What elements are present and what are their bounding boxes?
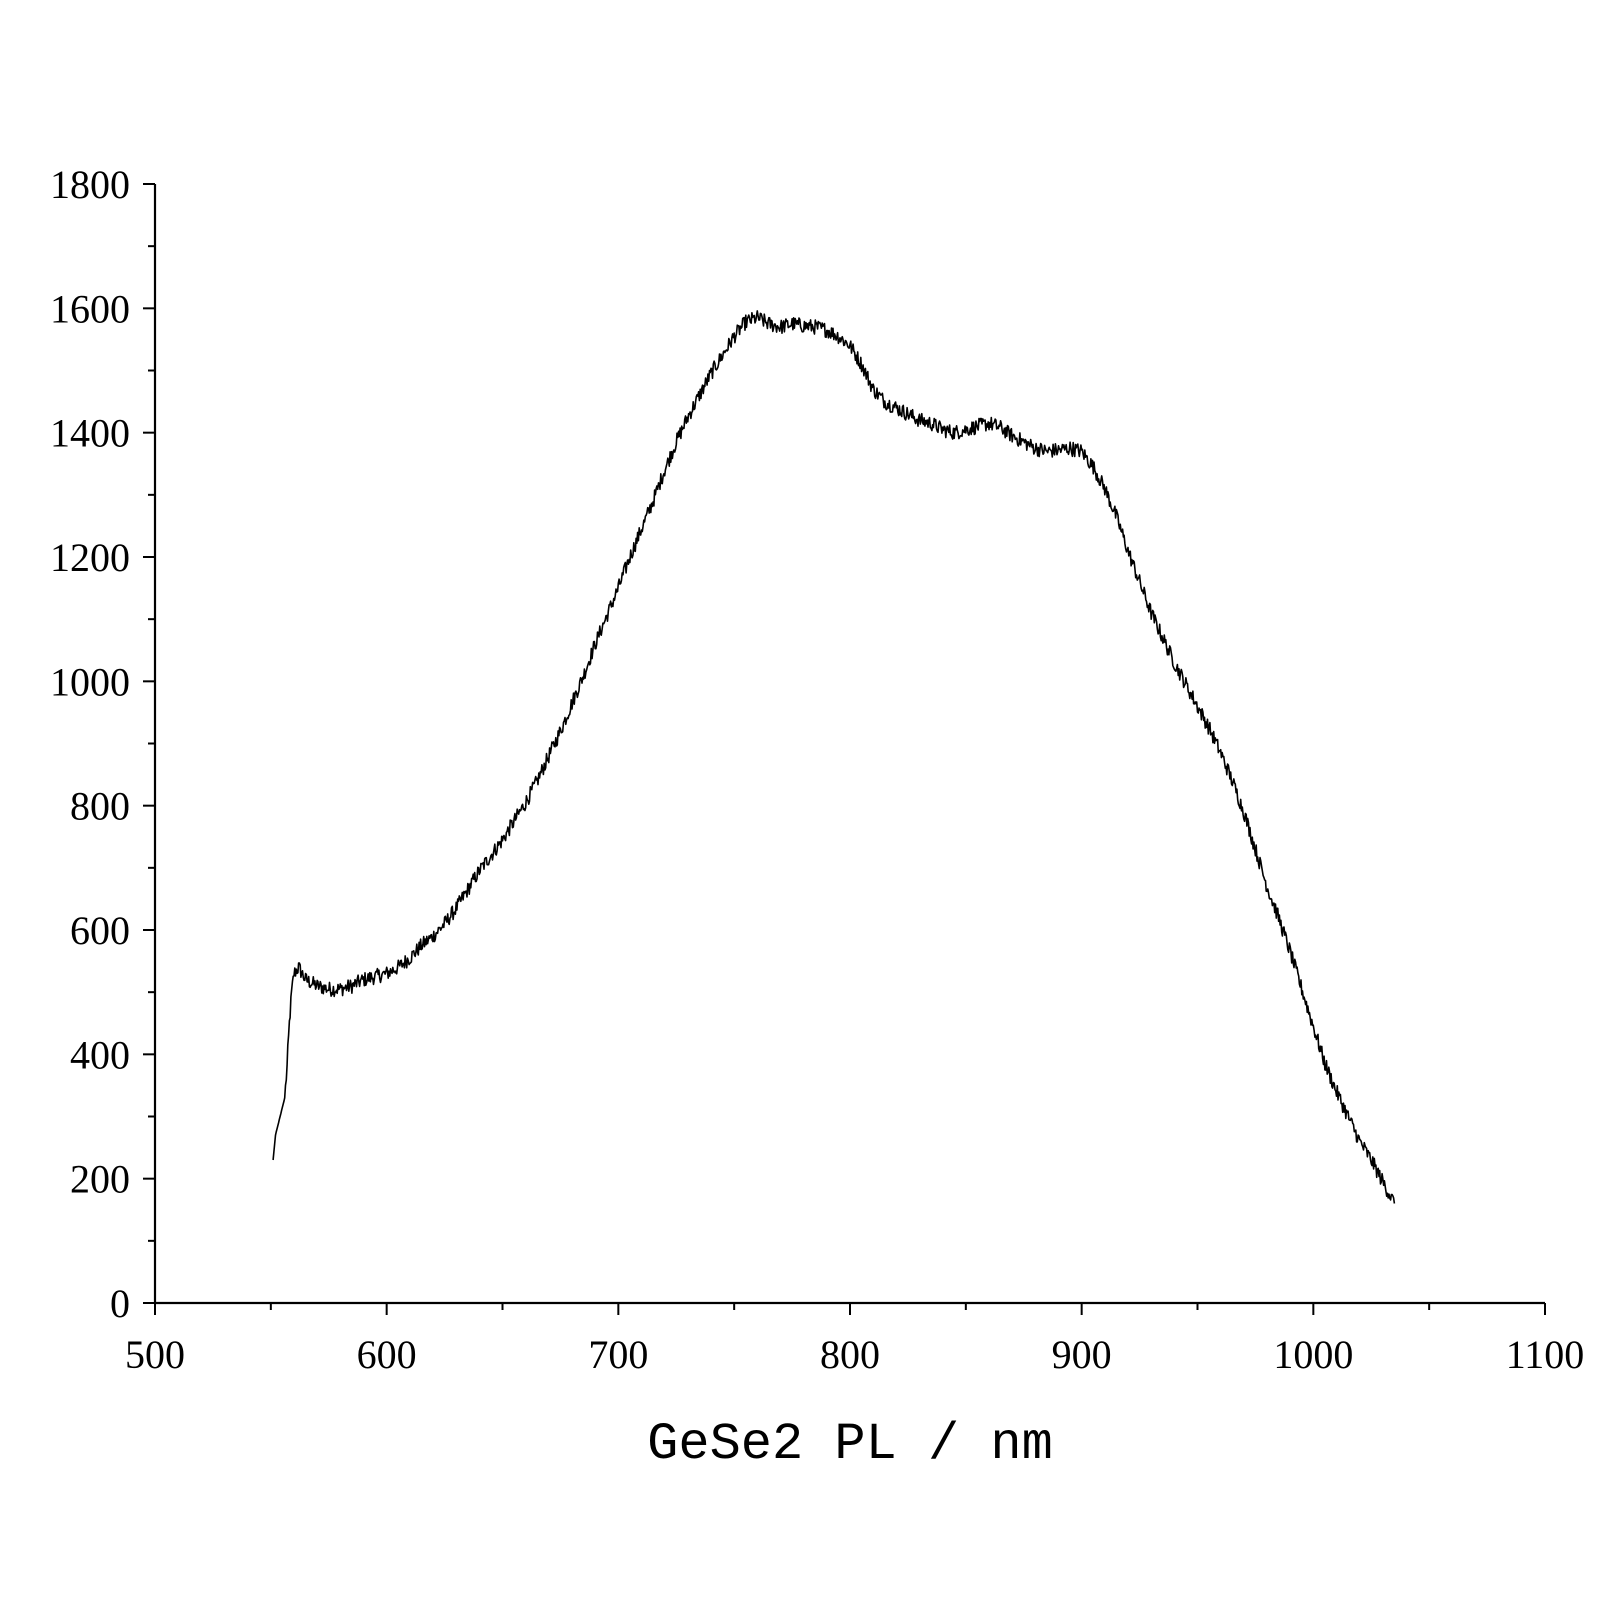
x-tick-label: 900 bbox=[1052, 1332, 1112, 1377]
x-tick-label: 1100 bbox=[1506, 1332, 1585, 1377]
axes bbox=[153, 184, 1545, 1305]
x-tick-label: 600 bbox=[357, 1332, 417, 1377]
y-tick-label: 200 bbox=[70, 1157, 130, 1202]
y-tick-label: 1400 bbox=[50, 411, 130, 456]
ticks bbox=[143, 183, 1546, 1315]
x-tick-label: 1000 bbox=[1273, 1332, 1353, 1377]
x-axis-title: GeSe2 PL / nm bbox=[647, 1415, 1053, 1474]
y-tick-label: 400 bbox=[70, 1032, 130, 1077]
y-tick-label: 1800 bbox=[50, 162, 130, 207]
y-tick-label: 0 bbox=[110, 1281, 130, 1326]
y-tick-label: 1000 bbox=[50, 659, 130, 704]
y-tick-label: 800 bbox=[70, 784, 130, 829]
x-tick-label: 800 bbox=[820, 1332, 880, 1377]
pl-spectrum-line bbox=[272, 310, 1396, 1204]
x-tick-label: 700 bbox=[588, 1332, 648, 1377]
y-tick-label: 600 bbox=[70, 908, 130, 953]
x-tick-label: 500 bbox=[125, 1332, 185, 1377]
tick-labels: 500 600 700 800 900 1000 1100 0 200 400 600 800 1000… bbox=[50, 162, 1584, 1377]
y-tick-label: 1200 bbox=[50, 535, 130, 580]
series-layer bbox=[272, 310, 1396, 1204]
y-tick-label: 1600 bbox=[50, 286, 130, 331]
